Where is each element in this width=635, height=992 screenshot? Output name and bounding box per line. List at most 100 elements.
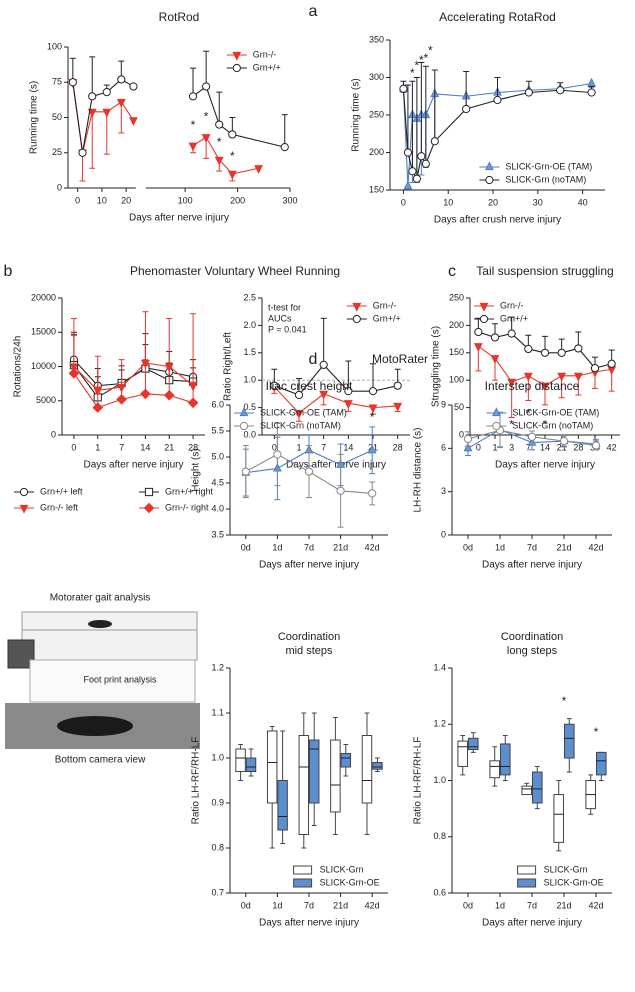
x-tick-label: 0d [463,900,473,910]
y-axis-label: LH-RH distance (s) [413,427,424,512]
x-tick-label: 30 [533,197,543,207]
point [527,432,537,441]
annotation: * [526,406,531,420]
y-tick-label: 0.9 [211,797,224,807]
box [330,739,341,813]
point [524,88,533,97]
point [241,467,250,476]
legend-marker [232,63,241,73]
y-tick-label: 150 [369,184,384,194]
cabinet [29,659,196,703]
chart-title: Coordination [278,631,340,643]
gait-illustration: Motorater gait analysis Foot print analy… [5,593,200,766]
legend-label: SLICK-Grn-OE (TAM) [512,407,599,417]
point [393,381,402,390]
annotation: * [428,43,433,57]
legend-label: Grn-/- [373,300,397,310]
x-tick-label: 10 [97,195,107,205]
y-axis-label: Ratio LH-RF/RH-LF [413,737,424,825]
point [557,372,567,382]
chart-title: mid steps [285,645,333,657]
point [507,329,516,338]
annotation: * [217,135,222,149]
y-tick-label: 1.0 [243,375,256,385]
x-tick-label: 1 [296,442,301,452]
point [227,170,237,180]
series-line [402,82,592,187]
y-tick-label: 5.0 [211,451,224,461]
legend-label: SLICK-Grn-OE (TAM) [505,161,592,171]
point [87,108,97,118]
series-line [192,136,259,175]
legend-label: SLICK-Grn (noTAM) [260,420,341,430]
y-tick-label: 0.6 [433,887,446,897]
legend-marker [479,302,489,312]
x-tick-label: 20 [121,195,131,205]
point [102,108,112,118]
legend-label: Grn+/+ right [165,486,214,496]
chart-title: Interstep distance [485,379,580,393]
point [490,333,500,342]
point [254,165,263,174]
y-tick-label: 1.1 [211,707,224,717]
chart-title: Coordination [501,631,563,643]
y-tick-label: 2.0 [243,320,256,330]
point [140,388,151,400]
point [590,364,600,373]
legend-label: SLICK-Grn (noTAM) [512,420,593,430]
point [574,344,583,353]
point [228,130,237,139]
box [457,740,469,767]
x-axis-label: Days after nerve injury [259,918,359,929]
point [607,359,616,368]
legend-marker [144,487,154,497]
legend-marker [352,314,361,324]
y-axis-label: Ratio Right/Left [223,332,234,401]
point [201,134,211,143]
note: t-test for [268,302,301,312]
point [319,390,329,400]
x-tick-label: 21d [333,542,348,552]
point [463,442,473,452]
point [294,390,304,400]
point [524,344,533,354]
y-tick-label: 100 [449,375,464,385]
annotation: * [204,110,209,124]
legend-marker [19,504,29,514]
series-line [73,362,194,392]
x-tick-label: 42d [588,900,603,910]
annotation: * [230,149,235,163]
x-tick-label: 1d [272,900,282,910]
image-label: Foot print analysis [83,674,157,684]
x-tick-label: 40 [578,197,588,207]
point [573,372,583,382]
x-tick-label: 21d [556,542,571,552]
y-tick-label: 3.5 [211,529,224,539]
y-tick-label: 200 [369,147,384,157]
y-axis-label: Rotations/24h [13,336,24,398]
y-tick-label: 200 [449,320,464,330]
y-tick-label: 0.8 [211,842,224,852]
series-line [273,386,398,414]
y-tick-label: 25 [52,147,62,157]
legend-marker [232,51,242,61]
y-tick-label: 15000 [31,327,56,337]
x-tick-label: 21 [164,442,174,452]
point [116,394,127,405]
legend-swatch [293,865,313,875]
x-axis-label: Days after nerve injury [259,560,359,571]
point [215,120,224,129]
x-tick-label: 1d [495,900,505,910]
x-tick-label: 28 [393,442,403,452]
x-tick-label: 14 [540,442,550,452]
point [68,368,80,379]
panel-label: c [448,263,456,280]
y-axis-label: Running time (s) [29,81,40,154]
chart-title: Tail suspension struggling [476,264,613,278]
point [68,78,77,87]
y-tick-label: 0.5 [243,402,256,412]
x-tick-label: 7 [321,442,326,452]
point [559,437,569,446]
point [270,381,279,390]
box [361,735,373,804]
